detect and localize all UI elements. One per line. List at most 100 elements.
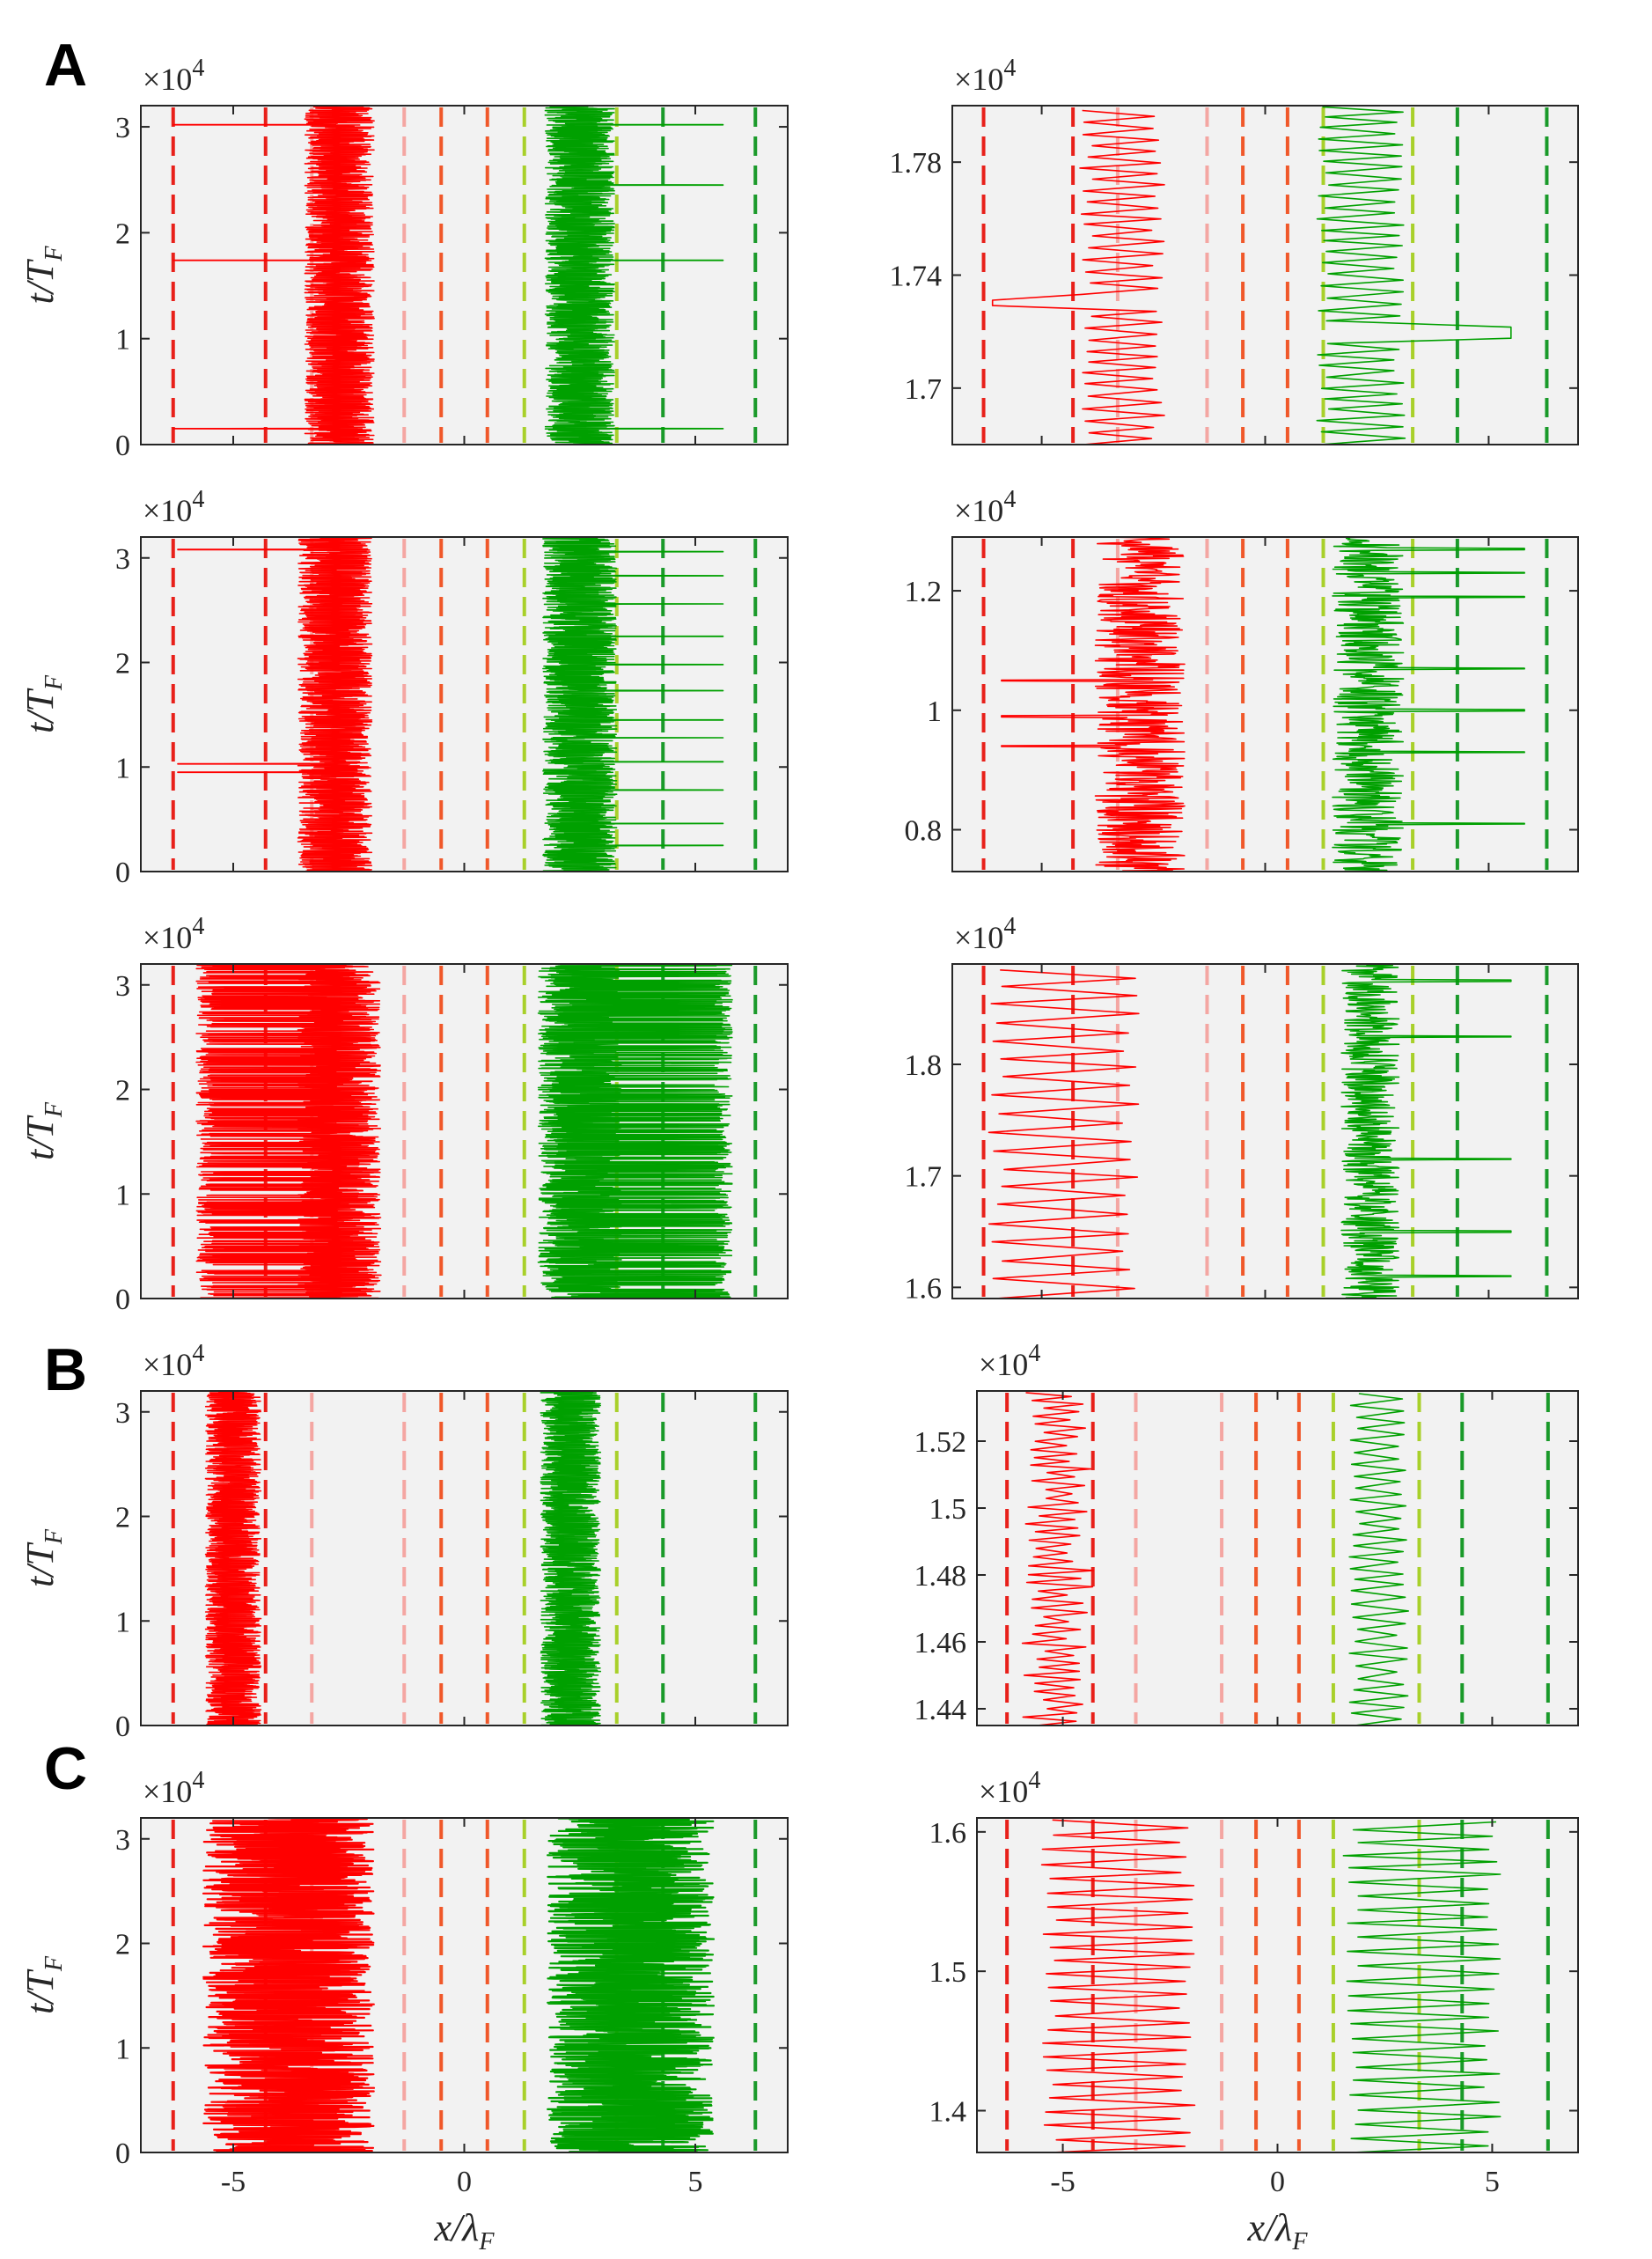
y-tick-label: 1.78 xyxy=(890,147,943,180)
chart-A3: 0 1 2 3 ×104 t/TF xyxy=(18,486,789,889)
y-axis-label: t/TF xyxy=(18,1528,68,1587)
y-tick-label: 1.46 xyxy=(914,1627,967,1659)
series-red-trace xyxy=(195,964,382,1299)
x-tick-label: -5 xyxy=(1050,2166,1075,2198)
panel-letter-b: B xyxy=(44,1336,88,1403)
y-tick-label: 3 xyxy=(115,1397,130,1430)
panel-letter-c: C xyxy=(44,1735,88,1802)
multiplier-label: ×104 xyxy=(143,1767,204,1809)
y-tick-label: 1 xyxy=(115,2033,130,2065)
series-green-trace xyxy=(547,1818,716,2152)
y-tick-label: 1.6 xyxy=(905,1272,943,1305)
y-tick-label: 0 xyxy=(115,1284,130,1316)
multiplier-label: ×104 xyxy=(143,1340,204,1382)
series-green-trace xyxy=(1348,1393,1409,1726)
y-tick-label: 1 xyxy=(115,752,130,784)
chart-B2: 1.44 1.46 1.48 1.5 1.52 ×104 xyxy=(914,1340,1579,1726)
y-tick-label: 2 xyxy=(115,1502,130,1534)
y-tick-label: 1.52 xyxy=(914,1426,967,1459)
x-tick-label: -5 xyxy=(221,2166,246,2198)
series-red-trace xyxy=(988,969,1140,1299)
y-axis-label: t/TF xyxy=(18,246,68,305)
plot-background xyxy=(977,1391,1578,1726)
plot-background xyxy=(141,106,788,445)
chart-C1: 0 1 2 3 -5 0 5 ×104 t/TF x/λF xyxy=(18,1767,789,2255)
chart-C2: 1.4 1.5 1.6 -5 0 5 ×104 x/λF xyxy=(929,1767,1579,2255)
y-tick-label: 1 xyxy=(115,324,130,357)
series-green-trace xyxy=(1332,537,1525,872)
plot-background xyxy=(141,537,788,872)
chart-A2: 1.7 1.74 1.78 ×104 xyxy=(890,55,1579,445)
chart-B1: 0 1 2 3 ×104 t/TF xyxy=(18,1340,789,1743)
series-red-trace xyxy=(1001,537,1186,872)
multiplier-label: ×104 xyxy=(954,55,1016,97)
x-tick-label: 5 xyxy=(1485,2166,1500,2198)
chart-A6: 1.6 1.7 1.8 ×104 xyxy=(905,913,1579,1305)
y-tick-label: 0 xyxy=(115,430,130,462)
y-tick-label: 2 xyxy=(115,1929,130,1961)
chart-A4: 0.8 1 1.2 ×104 xyxy=(905,486,1579,872)
y-tick-label: 1.2 xyxy=(905,576,943,608)
multiplier-label: ×104 xyxy=(954,486,1016,528)
series-green-trace xyxy=(1342,1821,1501,2152)
multiplier-label: ×104 xyxy=(979,1340,1040,1382)
series-green-trace xyxy=(540,1391,602,1726)
multiplier-label: ×104 xyxy=(954,913,1016,955)
series-green-trace xyxy=(1340,964,1512,1299)
series-red-trace xyxy=(991,109,1165,445)
x-tick-label: 0 xyxy=(1270,2166,1285,2198)
y-tick-label: 0 xyxy=(115,2138,130,2170)
y-tick-label: 1 xyxy=(927,695,942,728)
chart-A5: 0 1 2 3 ×104 t/TF xyxy=(18,913,789,1316)
y-tick-label: 2 xyxy=(115,217,130,250)
x-axis-label: x/λF xyxy=(1247,2206,1309,2255)
plot-background xyxy=(952,537,1578,872)
y-tick-label: 1.7 xyxy=(905,1161,943,1194)
y-tick-label: 1.5 xyxy=(929,1493,967,1526)
y-tick-label: 1.74 xyxy=(890,261,943,293)
y-tick-label: 3 xyxy=(115,112,130,144)
series-red-trace xyxy=(202,1818,376,2152)
y-tick-label: 1.5 xyxy=(929,1956,967,1989)
multiplier-label: ×104 xyxy=(143,55,204,97)
series-red-trace xyxy=(173,106,375,445)
plot-background xyxy=(952,964,1578,1299)
series-green-trace xyxy=(544,106,724,445)
x-tick-label: 0 xyxy=(457,2166,472,2198)
y-tick-label: 1.48 xyxy=(914,1560,967,1593)
y-tick-label: 0 xyxy=(115,857,130,889)
series-red-trace xyxy=(177,537,373,872)
y-axis-label: t/TF xyxy=(18,674,68,733)
y-tick-label: 3 xyxy=(115,543,130,576)
y-tick-label: 2 xyxy=(115,1075,130,1107)
x-axis-label: x/λF xyxy=(434,2206,496,2255)
series-red-trace xyxy=(1040,1819,1196,2152)
y-tick-label: 1.7 xyxy=(905,373,943,406)
multiplier-label: ×104 xyxy=(143,913,204,955)
y-tick-label: 1.6 xyxy=(929,1817,967,1850)
series-green-trace xyxy=(542,537,724,872)
panel-letter-a: A xyxy=(44,32,88,99)
x-tick-label: 5 xyxy=(688,2166,703,2198)
y-tick-label: 1 xyxy=(115,1179,130,1211)
y-tick-label: 1.44 xyxy=(914,1694,967,1726)
series-red-trace xyxy=(1021,1392,1095,1726)
series-green-trace xyxy=(1316,106,1512,445)
y-axis-label: t/TF xyxy=(18,1101,68,1160)
y-tick-label: 3 xyxy=(115,970,130,1003)
y-tick-label: 1.8 xyxy=(905,1049,943,1082)
y-tick-label: 3 xyxy=(115,1824,130,1857)
series-green-trace xyxy=(537,964,733,1299)
y-tick-label: 0.8 xyxy=(905,815,943,848)
y-tick-label: 2 xyxy=(115,648,130,681)
y-tick-label: 1.4 xyxy=(929,2096,967,2129)
y-tick-label: 1 xyxy=(115,1606,130,1638)
chart-A1: 0 1 2 3 ×104 t/TF xyxy=(18,55,789,462)
plot-background xyxy=(952,106,1578,445)
y-tick-label: 0 xyxy=(115,1711,130,1743)
multiplier-label: ×104 xyxy=(979,1767,1040,1809)
series-red-trace xyxy=(204,1391,262,1726)
y-axis-label: t/TF xyxy=(18,1955,68,2014)
